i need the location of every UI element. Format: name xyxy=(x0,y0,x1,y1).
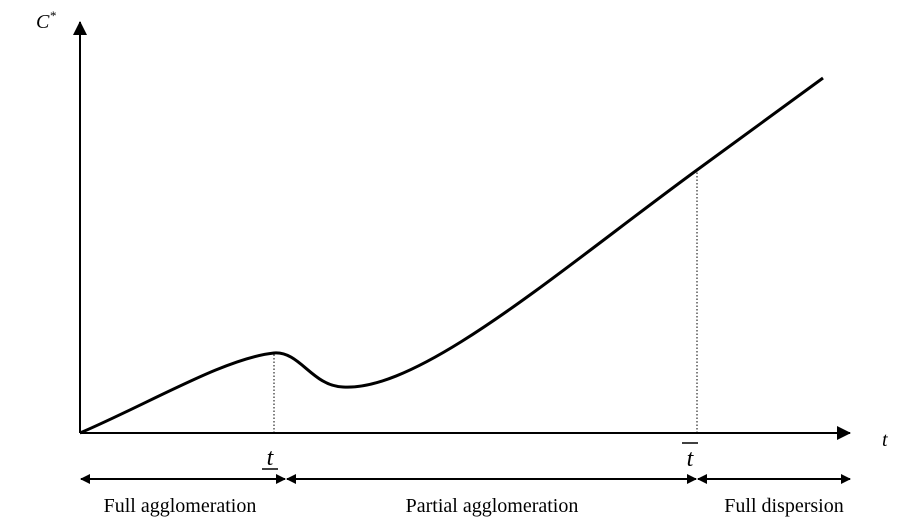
lower-threshold-label: t xyxy=(267,445,275,471)
upper-threshold-label: t xyxy=(687,446,695,472)
region-label: Full agglomeration xyxy=(104,495,257,517)
region-label: Full dispersion xyxy=(724,495,843,517)
curve xyxy=(79,76,824,435)
y-axis-label-superscript: * xyxy=(49,8,56,23)
y-axis-label-main: C xyxy=(36,11,50,33)
y-axis-label: C* xyxy=(36,8,56,33)
region-label: Partial agglomeration xyxy=(406,495,579,517)
x-axis-label: t xyxy=(882,429,888,451)
